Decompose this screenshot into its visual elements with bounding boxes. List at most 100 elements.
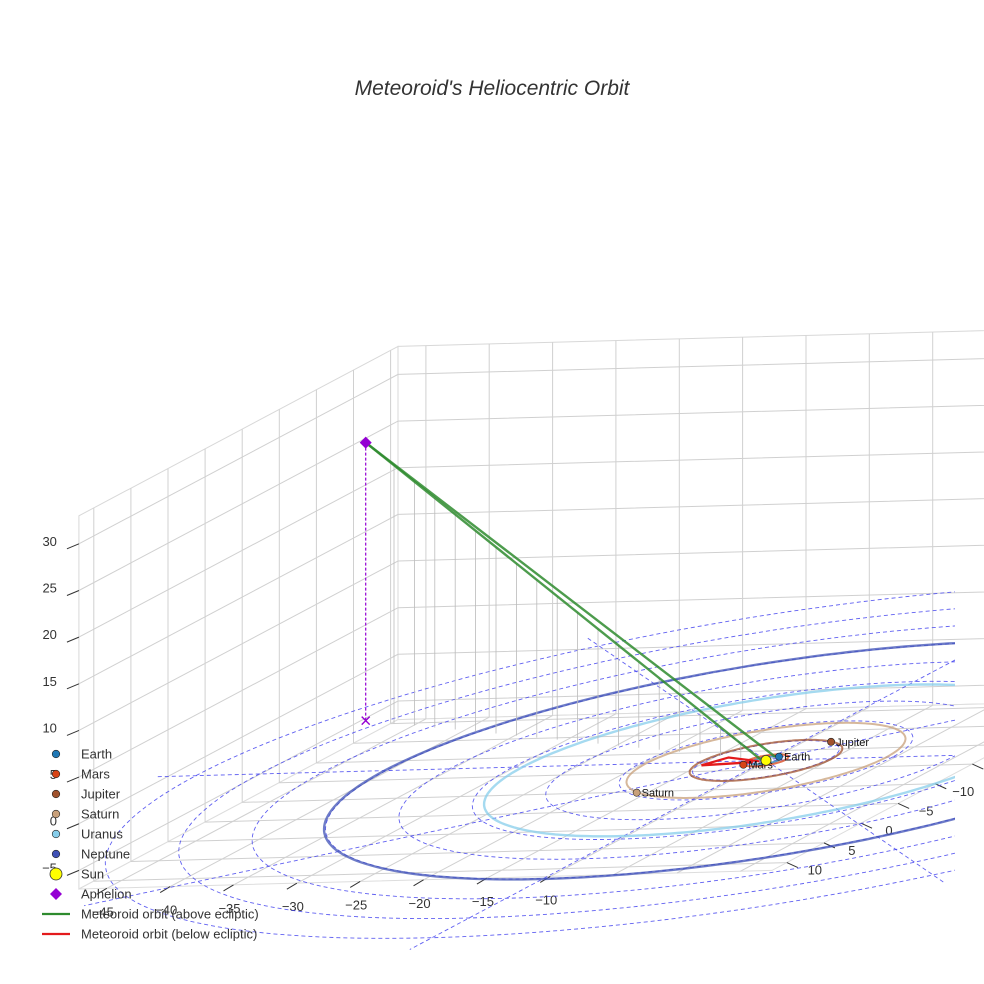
z-tick-mark bbox=[66, 543, 80, 550]
grid-line-z bbox=[78, 358, 984, 545]
grid-line-z bbox=[78, 404, 984, 591]
grid-line-y-floor bbox=[130, 842, 824, 862]
x-tick-mark bbox=[413, 879, 424, 887]
y-tick-mark bbox=[786, 862, 799, 869]
z-tick-mark bbox=[66, 636, 80, 643]
x-tick-mark bbox=[223, 884, 234, 892]
reference-circle bbox=[104, 591, 955, 939]
legend-marker bbox=[51, 769, 61, 779]
legend: Earth Mars Jupiter Saturn Uranus Neptune Sun Ap… bbox=[42, 747, 259, 942]
chart-title: Meteoroid's Heliocentric Orbit bbox=[355, 77, 631, 100]
y-tick-mark bbox=[897, 803, 910, 809]
orbit-above-ecliptic bbox=[364, 441, 776, 758]
legend-marker bbox=[51, 749, 61, 759]
axis-ticks: 302520151050−5−45−40−35−30−25−20−15−10−2… bbox=[42, 534, 984, 919]
legend-marker bbox=[51, 849, 61, 859]
y-tick-mark bbox=[972, 763, 984, 770]
legend-marker bbox=[51, 829, 61, 839]
legend-label: Meteoroid orbit (above ecliptic) bbox=[81, 907, 259, 922]
orbit-neptune bbox=[322, 641, 955, 881]
y-tick-label: −5 bbox=[919, 803, 934, 818]
grid-line-x-floor bbox=[486, 708, 807, 879]
orbit-saturn bbox=[625, 721, 907, 799]
x-tick-mark bbox=[286, 882, 298, 890]
z-tick-label: 25 bbox=[42, 580, 56, 595]
reference-circle bbox=[471, 680, 955, 840]
grid-line-x-floor bbox=[550, 706, 870, 877]
sun-marker bbox=[760, 755, 772, 766]
legend-label: Aphelion bbox=[81, 887, 132, 902]
grid-line-x-floor bbox=[233, 715, 553, 886]
planet-orbits bbox=[322, 641, 955, 881]
z-tick-mark bbox=[66, 683, 80, 690]
y-tick-mark bbox=[860, 822, 873, 829]
saturn-label: Saturn bbox=[642, 788, 674, 800]
grid-line-y-floor bbox=[279, 763, 973, 784]
saturn-marker bbox=[632, 788, 641, 797]
legend-label: Meteoroid orbit (below ecliptic) bbox=[81, 927, 257, 942]
x-tick-label: −15 bbox=[472, 894, 494, 909]
legend-label: Jupiter bbox=[81, 787, 121, 802]
x-tick-label: −30 bbox=[282, 899, 304, 914]
aphelion-marker bbox=[359, 436, 372, 449]
legend-label: Neptune bbox=[81, 847, 130, 862]
jupiter-label: Jupiter bbox=[836, 737, 869, 749]
y-tick-mark bbox=[935, 783, 947, 790]
x-tick-mark bbox=[96, 887, 108, 895]
reference-radial bbox=[84, 719, 955, 907]
orbit-drop-lines bbox=[365, 442, 742, 758]
grid-line-z bbox=[78, 498, 984, 685]
grid-line-z bbox=[78, 684, 984, 871]
x-tick-mark bbox=[159, 886, 171, 894]
x-tick-label: −10 bbox=[535, 892, 557, 907]
grid-line-x-floor bbox=[106, 718, 427, 889]
legend-label: Sun bbox=[81, 867, 104, 882]
grid-line-y-floor bbox=[390, 707, 984, 725]
legend-marker bbox=[51, 809, 61, 819]
y-tick-label: −10 bbox=[952, 784, 974, 799]
z-tick-mark bbox=[66, 729, 80, 736]
legend-label: Earth bbox=[81, 747, 112, 762]
x-tick-label: −35 bbox=[218, 901, 240, 916]
grid-line-y-floor bbox=[205, 803, 899, 823]
x-tick-label: −45 bbox=[92, 904, 114, 919]
z-tick-mark bbox=[66, 776, 80, 783]
reference-circle bbox=[545, 700, 955, 821]
aphelion-projection-marker bbox=[361, 716, 371, 726]
grid-line-x-floor bbox=[676, 709, 984, 874]
x-tick-label: −20 bbox=[409, 896, 431, 911]
z-tick-mark bbox=[66, 869, 80, 876]
z-tick-label: 15 bbox=[42, 674, 56, 689]
grid-line-x-floor bbox=[740, 741, 984, 872]
mars-marker bbox=[739, 760, 748, 769]
z-tick-label: 10 bbox=[42, 720, 56, 735]
z-tick-label: 20 bbox=[42, 627, 56, 642]
z-tick-mark bbox=[66, 590, 80, 596]
grid-line-z bbox=[78, 544, 984, 731]
y-tick-label: 0 bbox=[885, 823, 892, 838]
orbit-uranus bbox=[482, 683, 955, 838]
orbit-below-ecliptic bbox=[701, 756, 760, 767]
legend-label: Saturn bbox=[81, 807, 119, 822]
reference-circle bbox=[618, 720, 914, 801]
grid-line-x-floor bbox=[359, 711, 680, 882]
z-tick-mark bbox=[66, 823, 80, 830]
legend-label: Mars bbox=[81, 767, 110, 782]
x-tick-mark bbox=[349, 881, 361, 888]
x-tick-label: −25 bbox=[345, 897, 367, 912]
jupiter-marker bbox=[827, 737, 835, 746]
orbit-above-ecliptic bbox=[364, 441, 762, 761]
grid-line-x-floor bbox=[296, 713, 617, 884]
legend-label: Uranus bbox=[81, 827, 123, 842]
reference-radial bbox=[409, 659, 955, 950]
grid-line-x-floor bbox=[423, 709, 743, 881]
grid-line-x-floor bbox=[169, 716, 490, 888]
earth-marker bbox=[775, 752, 783, 761]
legend-marker bbox=[50, 888, 62, 900]
reference-radial bbox=[587, 637, 945, 883]
grid-line-z bbox=[78, 591, 984, 778]
legend-marker bbox=[51, 789, 61, 799]
